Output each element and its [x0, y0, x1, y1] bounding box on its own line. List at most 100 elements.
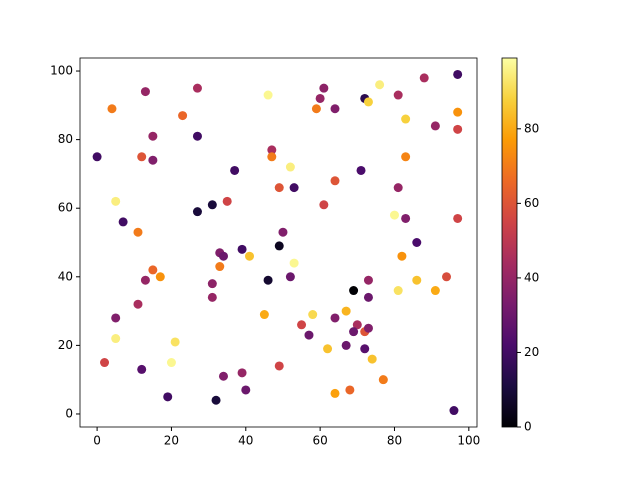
y-tick-label: 80: [58, 132, 73, 146]
point: [133, 299, 143, 309]
point: [111, 196, 121, 206]
colorbar-tick-label: 60: [524, 196, 539, 210]
point: [230, 165, 240, 175]
y-tick-label: 0: [65, 406, 73, 420]
point: [297, 320, 307, 330]
point: [107, 104, 117, 114]
point: [389, 210, 399, 220]
point: [412, 275, 422, 285]
point: [349, 286, 359, 296]
point: [356, 165, 366, 175]
point: [453, 124, 463, 134]
point: [453, 107, 463, 117]
point: [349, 327, 359, 337]
y-tick-label: 20: [58, 338, 73, 352]
point: [453, 213, 463, 223]
point: [412, 238, 422, 247]
plot-area: [79, 57, 478, 428]
point: [137, 364, 147, 374]
point: [330, 388, 340, 398]
point: [442, 272, 452, 282]
point: [308, 310, 318, 320]
point: [92, 152, 102, 162]
x-tick-label: 0: [93, 434, 101, 448]
point: [304, 330, 314, 340]
point: [449, 406, 459, 416]
point: [363, 292, 373, 302]
point: [430, 286, 440, 296]
point: [367, 354, 377, 364]
point: [140, 275, 150, 285]
colorbar: [501, 57, 518, 428]
point: [111, 313, 121, 323]
point: [453, 69, 463, 79]
x-tick-label: 40: [238, 434, 253, 448]
point: [330, 176, 340, 186]
colorbar-tick-label: 40: [524, 270, 539, 284]
y-tick-label: 60: [58, 201, 73, 215]
point: [218, 251, 228, 261]
point: [278, 227, 288, 237]
point: [315, 93, 325, 103]
point: [319, 83, 329, 93]
colorbar-tick-label: 80: [524, 121, 539, 135]
point: [393, 90, 403, 100]
point: [330, 104, 340, 114]
point: [289, 258, 299, 268]
point: [393, 286, 403, 296]
point: [401, 114, 411, 124]
y-tick-label: 40: [58, 269, 73, 283]
point: [140, 87, 150, 97]
point: [192, 207, 202, 217]
point: [285, 272, 295, 282]
point: [289, 183, 299, 193]
point: [100, 358, 110, 368]
point: [245, 251, 255, 261]
point: [211, 395, 221, 405]
point: [419, 73, 429, 83]
y-tick-label: 100: [50, 64, 73, 78]
point: [163, 392, 173, 402]
point: [263, 275, 273, 285]
point: [192, 131, 202, 141]
point: [285, 162, 295, 172]
point: [166, 358, 176, 368]
x-tick-label: 20: [164, 434, 179, 448]
point: [363, 97, 373, 107]
point: [363, 323, 373, 333]
x-tick-label: 60: [312, 434, 327, 448]
point: [263, 90, 273, 100]
x-tick-label: 100: [457, 434, 480, 448]
point: [259, 310, 269, 320]
point: [155, 272, 165, 282]
colorbar-tick-label: 0: [524, 420, 532, 434]
point: [341, 340, 351, 350]
point: [178, 111, 188, 121]
point: [218, 371, 228, 381]
point: [393, 183, 403, 193]
point: [375, 80, 385, 90]
point: [401, 152, 411, 162]
point: [222, 196, 232, 206]
point: [148, 155, 158, 165]
point: [237, 244, 247, 254]
x-tick-label: 80: [387, 434, 402, 448]
point: [241, 385, 251, 395]
point: [378, 375, 388, 385]
point: [137, 152, 147, 162]
point: [192, 83, 202, 93]
point: [341, 306, 351, 316]
point: [363, 275, 373, 285]
point: [207, 292, 217, 302]
point: [118, 217, 128, 227]
point: [274, 241, 284, 251]
point: [401, 213, 411, 223]
point: [148, 265, 158, 275]
point: [330, 313, 340, 323]
point: [111, 334, 121, 344]
point: [274, 183, 284, 193]
point: [352, 320, 362, 330]
point: [319, 200, 329, 210]
point: [430, 121, 440, 131]
